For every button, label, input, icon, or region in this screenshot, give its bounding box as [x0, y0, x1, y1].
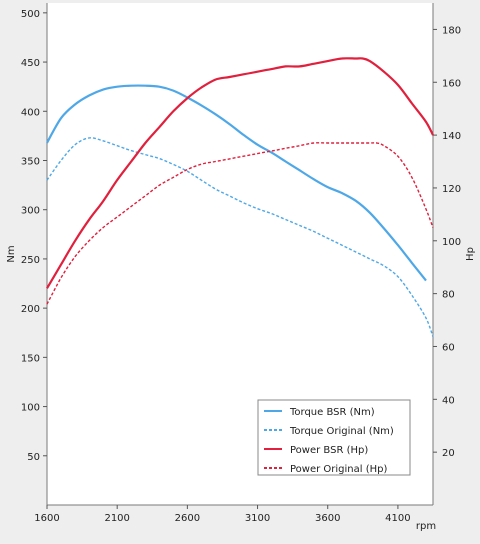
x-tick-label: 2100	[104, 513, 129, 524]
y-tick-label-right: 120	[442, 184, 461, 195]
legend-box	[257, 399, 411, 476]
y-tick-label-left: 200	[21, 304, 40, 315]
y-tick-label-left: 250	[21, 255, 40, 266]
y-tick-label-left: 150	[21, 353, 40, 364]
y-tick-label-right: 100	[442, 237, 461, 248]
series-line-1	[46, 84, 427, 282]
x-tick-label: 1600	[34, 513, 59, 524]
x-tick-label: 3600	[315, 513, 340, 524]
y-tick-label-right: 180	[442, 25, 461, 36]
y-axis-label-left: Nm	[6, 245, 17, 262]
y-tick-label-right: 140	[442, 131, 461, 142]
y-tick-label-right: 20	[442, 448, 455, 459]
legend-label: Torque BSR (Nm)	[289, 407, 375, 418]
y-tick-label-right: 40	[442, 395, 455, 406]
axis-ticks: 50 100 150 200 250 300 350 400 450 500 20 40 60 80 100…	[21, 9, 461, 524]
y-tick-label-right: 60	[442, 342, 455, 353]
legend-label: Torque Original (Nm)	[289, 426, 394, 437]
legend-label: Power BSR (Hp)	[290, 445, 368, 456]
y-tick-label-right: 80	[442, 290, 455, 301]
y-axis-label-right: Hp	[465, 247, 476, 261]
series-line-4	[46, 142, 434, 305]
x-tick-label: 3100	[245, 513, 270, 524]
series-lines	[46, 57, 434, 337]
y-tick-label-left: 350	[21, 156, 40, 167]
y-tick-label-right: 160	[442, 78, 461, 89]
x-tick-label: 2600	[175, 513, 200, 524]
legend-label: Power Original (Hp)	[290, 464, 387, 475]
y-tick-label-left: 100	[21, 403, 40, 414]
legend: Torque BSR (Nm) Torque Original (Nm) Power…	[257, 399, 411, 476]
y-tick-label-left: 300	[21, 206, 40, 217]
y-tick-label-left: 400	[21, 107, 40, 118]
series-line-2	[46, 137, 434, 337]
y-tick-label-left: 500	[21, 9, 40, 20]
x-tick-label: 4100	[385, 513, 410, 524]
series-line-3	[46, 57, 434, 289]
y-tick-label-left: 50	[27, 452, 40, 463]
y-tick-label-left: 450	[21, 58, 40, 69]
x-axis-label: rpm	[416, 521, 436, 532]
